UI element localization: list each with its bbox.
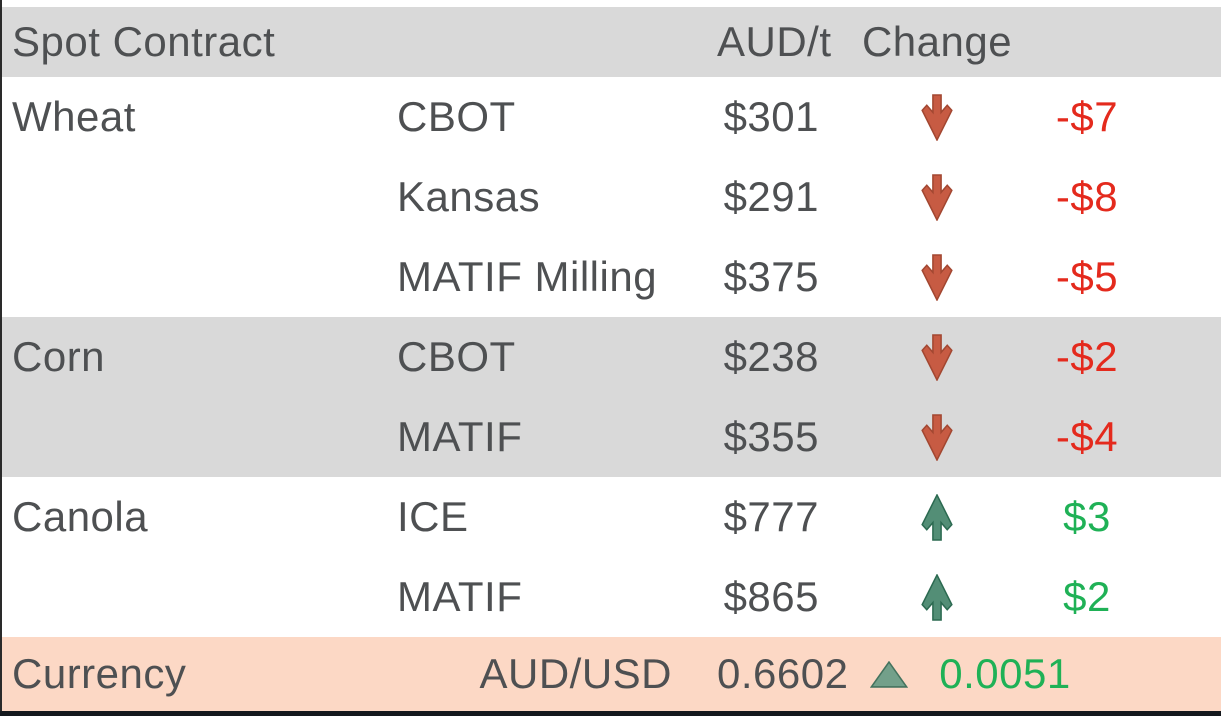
down-arrow-icon [921, 333, 953, 381]
price-cell: $865 [723, 573, 819, 620]
change-cell: $2 [1063, 573, 1111, 620]
currency-direction-cell [862, 660, 1012, 688]
down-arrow-icon [921, 93, 953, 141]
header-row: Spot Contract AUD/t Change [2, 7, 1221, 77]
price-cell: $375 [723, 253, 819, 300]
commodity-cell: Canola [12, 493, 149, 540]
table-row: MATIF $865 $2 [2, 557, 1221, 637]
price-cell: $238 [723, 333, 819, 380]
table-row: Wheat CBOT $301 -$7 [2, 77, 1221, 157]
table-row: Kansas $291 -$8 [2, 157, 1221, 237]
contract-cell: Kansas [397, 173, 541, 220]
change-direction-cell [862, 413, 1012, 461]
price-cell: $301 [723, 93, 819, 140]
currency-rate-cell: 0.6602 [717, 650, 849, 697]
commodity-cell: Corn [12, 333, 106, 380]
contract-cell: MATIF Milling [397, 253, 658, 300]
currency-pair-cell: AUD/USD [479, 650, 672, 697]
contract-cell: CBOT [397, 93, 516, 140]
header-spot-contract: Spot Contract [12, 18, 276, 65]
up-triangle-icon [870, 660, 908, 688]
up-arrow-icon [921, 493, 953, 541]
contract-cell: MATIF [397, 573, 523, 620]
change-cell: -$8 [1055, 173, 1119, 220]
change-direction-cell [862, 493, 1012, 541]
change-cell: -$4 [1055, 413, 1119, 460]
down-arrow-icon [921, 253, 953, 301]
down-arrow-icon [921, 173, 953, 221]
header-price: AUD/t [717, 18, 832, 65]
top-margin [2, 0, 1221, 7]
price-cell: $777 [723, 493, 819, 540]
table-row: Canola ICE $777 $3 [2, 477, 1221, 557]
change-cell: -$5 [1055, 253, 1119, 300]
down-arrow-icon [921, 413, 953, 461]
change-cell: $3 [1063, 493, 1111, 540]
change-direction-cell [862, 253, 1012, 301]
change-direction-cell [862, 93, 1012, 141]
commodity-cell: Wheat [12, 93, 136, 140]
change-cell: -$2 [1055, 333, 1119, 380]
change-cell: -$7 [1055, 93, 1119, 140]
contract-cell: ICE [397, 493, 469, 540]
change-direction-cell [862, 173, 1012, 221]
currency-row: Currency AUD/USD 0.6602 0.0051 [2, 637, 1221, 711]
currency-change-cell: 0.0051 [939, 650, 1071, 697]
price-cell: $355 [723, 413, 819, 460]
change-direction-cell [862, 333, 1012, 381]
table-row: MATIF Milling $375 -$5 [2, 237, 1221, 317]
change-direction-cell [862, 573, 1012, 621]
table-row: Corn CBOT $238 -$2 [2, 317, 1221, 397]
contract-cell: MATIF [397, 413, 523, 460]
up-arrow-icon [921, 573, 953, 621]
bottom-border-bar [0, 711, 1221, 716]
header-change: Change [861, 18, 1013, 65]
contract-cell: CBOT [397, 333, 516, 380]
price-cell: $291 [723, 173, 819, 220]
currency-label: Currency [12, 650, 187, 697]
table-row: MATIF $355 -$4 [2, 397, 1221, 477]
